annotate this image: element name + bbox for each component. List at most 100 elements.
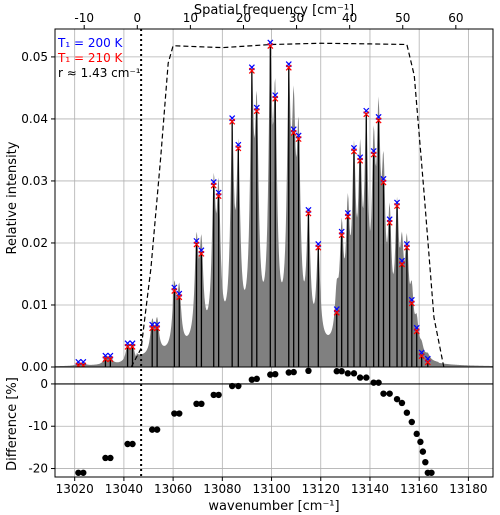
- marker-t210: [235, 145, 242, 152]
- top-tick-label: 50: [395, 11, 410, 25]
- difference-point: [124, 440, 131, 448]
- bottom-y-tick-label: -10: [28, 419, 48, 433]
- bottom-axes-frame: [54, 366, 494, 478]
- main-plot-area: [55, 39, 493, 367]
- y-tick-label: 0.05: [21, 50, 48, 64]
- difference-point: [350, 370, 358, 377]
- bottom-y-ticks: 0 -10 -20: [28, 377, 55, 476]
- marker-t210: [357, 157, 364, 164]
- legend-entry-resolution: r ≈ 1.43 cm⁻¹: [58, 66, 141, 80]
- y-tick-label: 0.03: [21, 174, 48, 188]
- difference-point: [344, 370, 352, 377]
- marker-t210: [386, 219, 393, 226]
- marker-t210: [176, 294, 183, 301]
- bottom-y-axis-label: Difference [%]: [5, 377, 20, 471]
- x-tick-label: 13020: [56, 482, 94, 496]
- x-tick-label: 13040: [105, 482, 143, 496]
- marker-t210: [315, 244, 322, 251]
- difference-point: [356, 374, 364, 381]
- top-tick-label: 30: [289, 11, 304, 25]
- marker-t210: [124, 343, 131, 350]
- difference-point: [338, 368, 345, 375]
- top-x-ticks: -10 0 10 20 30 40 50 60: [74, 11, 463, 29]
- x-tick-label: 13100: [252, 482, 290, 496]
- y-tick-label: 0.02: [21, 236, 48, 250]
- temperature-markers: [75, 39, 431, 367]
- marker-t210: [394, 202, 401, 210]
- legend-entry-t200: T₁ = 200 K: [57, 36, 124, 50]
- main-y-axis-label: Relative intensity: [5, 141, 20, 254]
- difference-point: [403, 409, 411, 416]
- marker-t210: [375, 117, 382, 124]
- bottom-y-tick-label: 0: [40, 377, 48, 391]
- marker-t210: [408, 300, 415, 307]
- marker-t210: [198, 250, 205, 257]
- marker-t210: [229, 118, 236, 125]
- marker-t210: [107, 356, 114, 363]
- difference-point: [290, 368, 297, 376]
- difference-point: [305, 367, 312, 375]
- difference-point: [107, 454, 114, 462]
- top-tick-label: 0: [133, 11, 141, 25]
- marker-t210: [370, 151, 377, 158]
- difference-point: [375, 379, 382, 386]
- difference-point: [228, 382, 236, 390]
- difference-point: [398, 399, 406, 407]
- marker-t210: [350, 148, 357, 155]
- marker-t210: [253, 108, 260, 115]
- difference-point: [75, 469, 82, 476]
- marker-t210: [344, 213, 351, 220]
- difference-point: [153, 426, 161, 433]
- difference-point: [363, 374, 370, 381]
- difference-point: [235, 382, 242, 390]
- difference-point: [408, 418, 415, 426]
- marker-t210: [398, 261, 405, 268]
- main-y-ticks: 0.00 0.01 0.02 0.03 0.04 0.05: [21, 50, 55, 374]
- marker-t210: [171, 287, 178, 295]
- marker-t210: [129, 343, 136, 350]
- marker-t210: [75, 362, 82, 367]
- difference-point: [248, 376, 256, 383]
- marker-t210: [295, 136, 302, 143]
- difference-point: [370, 379, 377, 386]
- difference-point: [422, 458, 429, 466]
- difference-point: [267, 371, 274, 378]
- marker-t210: [215, 193, 222, 200]
- top-tick-label: 10: [183, 11, 198, 25]
- x-axis-label: wavenumber [cm⁻¹]: [208, 499, 339, 514]
- difference-plot-area: [55, 367, 493, 476]
- difference-point: [419, 448, 427, 455]
- marker-t210: [193, 241, 200, 248]
- difference-point: [253, 375, 260, 383]
- marker-t210: [305, 210, 312, 217]
- bottom-x-ticks: 13020 13040 13060 13080 13100 13120 13140 13160…: [56, 477, 487, 496]
- marker-t210: [102, 356, 109, 363]
- top-tick-label: 20: [236, 11, 251, 25]
- difference-point: [80, 469, 87, 476]
- measured-spectrum-fill: [55, 43, 493, 367]
- difference-point: [215, 391, 222, 399]
- marker-t210: [248, 67, 255, 74]
- difference-point: [386, 390, 393, 397]
- marker-t210: [418, 353, 425, 360]
- difference-point: [171, 410, 178, 417]
- difference-point: [417, 438, 424, 446]
- difference-point: [285, 369, 292, 376]
- marker-t210: [403, 244, 410, 251]
- difference-points: [75, 367, 435, 476]
- y-tick-label: 0.01: [21, 298, 48, 312]
- difference-point: [102, 454, 109, 462]
- top-tick-label: 40: [342, 11, 357, 25]
- legend: T₁ = 200 K T₁ = 210 K r ≈ 1.43 cm⁻¹: [57, 36, 141, 80]
- marker-t210: [80, 362, 87, 367]
- difference-point: [393, 395, 401, 403]
- x-tick-label: 13140: [351, 482, 389, 496]
- difference-point: [428, 469, 435, 476]
- difference-point: [413, 430, 420, 438]
- difference-point: [193, 400, 200, 408]
- marker-t210: [290, 129, 297, 136]
- marker-t210: [272, 95, 279, 102]
- x-tick-label: 13060: [154, 482, 192, 496]
- difference-point: [272, 370, 279, 378]
